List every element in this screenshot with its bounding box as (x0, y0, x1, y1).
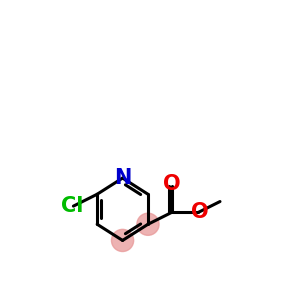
Text: Cl: Cl (61, 196, 83, 216)
Text: O: O (163, 174, 181, 194)
Text: N: N (114, 168, 131, 188)
Text: O: O (191, 202, 209, 222)
Circle shape (112, 229, 134, 251)
Circle shape (137, 213, 159, 236)
